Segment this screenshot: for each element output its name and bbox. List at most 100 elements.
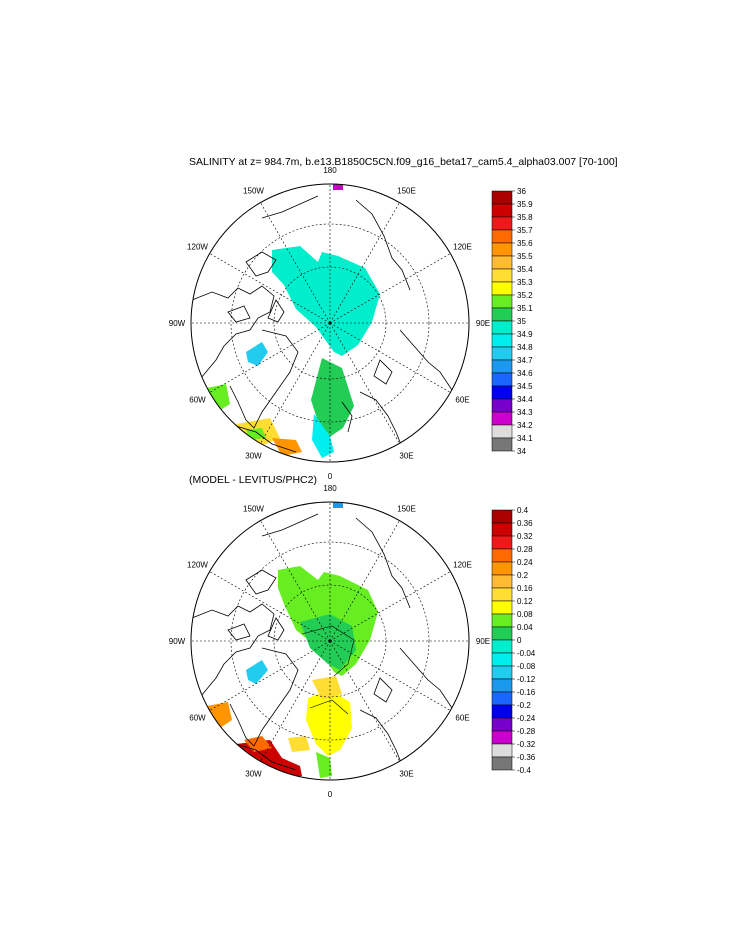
top-meridian-60 <box>329 253 451 324</box>
top-lon-label: 90W <box>169 319 186 328</box>
bottom-colorbar-swatch <box>491 535 513 550</box>
bottom-lon-label: 150E <box>397 505 416 514</box>
bottom-colorbar-label: -0.16 <box>517 688 536 697</box>
top-lon-label: 30W <box>245 452 262 461</box>
atlantic-orange-field <box>272 438 302 456</box>
top-longitude-labels: 180 150E 120E 90E 60E 30E 0 30W 60W 90W 120W 150W <box>169 166 490 481</box>
top-colorbar-label: 34.3 <box>517 408 533 417</box>
top-colorbar-label: 35.4 <box>517 265 533 274</box>
bottom-meridian-300 <box>209 571 331 642</box>
top-colorbar-swatch <box>491 190 513 205</box>
bottom-lon-label: 0 <box>328 790 333 799</box>
bottom-colorbar-swatch <box>491 574 513 589</box>
top-colorbar-label: 35.3 <box>517 278 533 287</box>
top-colorbar-swatch <box>491 268 513 283</box>
fram-greenland-field <box>311 358 354 436</box>
baffin-bay-field <box>246 342 268 366</box>
top-lon-label: 60W <box>189 396 206 405</box>
top-colorbar-swatch <box>491 372 513 387</box>
bottom-lon-label: 30W <box>245 770 262 779</box>
fram-greenland-diff <box>306 690 352 756</box>
difference-map: 180 150E 120E 90E 60E 30E 0 30W 60W 90W 120W 150W 0… <box>169 484 536 799</box>
bottom-meridian-30 <box>329 520 400 642</box>
bottom-meridian-240 <box>209 640 331 711</box>
bottom-colorbar-label: 0.12 <box>517 597 533 606</box>
top-colorbar-swatch <box>491 437 513 452</box>
top-colorbar-swatch <box>491 203 513 218</box>
top-colorbar-label: 35.8 <box>517 213 533 222</box>
bottom-longitude-labels: 180 150E 120E 90E 60E 30E 0 30W 60W 90W 120W 150W <box>169 484 490 799</box>
bottom-colorbar-swatch <box>491 626 513 641</box>
top-colorbar-label: 34.1 <box>517 434 533 443</box>
top-meridian-330 <box>260 202 331 324</box>
bottom-map-boundary <box>190 501 470 781</box>
top-colorbar-swatch <box>491 359 513 374</box>
top-meridian-30 <box>329 202 400 324</box>
top-colorbar-swatch <box>491 307 513 322</box>
top-colorbar-label: 34.2 <box>517 421 533 430</box>
bottom-lon-label: 30E <box>399 770 413 779</box>
east-greenland-diff <box>316 752 332 778</box>
top-colorbar-swatch <box>491 255 513 270</box>
top-lon-label: 120E <box>453 243 472 252</box>
bottom-colorbar: 0.4 0.36 0.32 0.28 0.24 0.2 0.16 0.12 0.08 0.04 0 -… <box>491 506 536 775</box>
top-colorbar-swatch <box>491 320 513 335</box>
bottom-colorbar-swatch <box>491 561 513 576</box>
top-lon-label: 180 <box>323 166 337 175</box>
top-colorbar-label: 35.1 <box>517 304 533 313</box>
top-colorbar-label: 35.7 <box>517 226 533 235</box>
bottom-colorbar-label: -0.08 <box>517 662 536 671</box>
top-meridian-120 <box>329 322 451 393</box>
top-lon-label: 90E <box>476 319 490 328</box>
top-colorbar-swatch <box>491 216 513 231</box>
bottom-meridian-120 <box>329 640 451 711</box>
bottom-colorbar-label: 0.28 <box>517 545 533 554</box>
top-colorbar-label: 34.5 <box>517 382 533 391</box>
top-colorbar-label: 34 <box>517 447 526 456</box>
bottom-colorbar-label: -0.28 <box>517 727 536 736</box>
bottom-colorbar-label: 0.08 <box>517 610 533 619</box>
top-colorbar-label: 36 <box>517 187 526 196</box>
bottom-colorbar-label: -0.32 <box>517 740 536 749</box>
bottom-colorbar-swatch <box>491 600 513 615</box>
salinity-map: 180 150E 120E 90E 60E 30E 0 30W 60W 90W 120W 150W 3… <box>169 166 533 481</box>
bottom-colorbar-swatch <box>491 639 513 654</box>
top-meridian-150 <box>329 322 400 444</box>
bottom-colorbar-swatch <box>491 665 513 680</box>
top-colorbar-swatch <box>491 333 513 348</box>
top-map-boundary <box>190 183 470 463</box>
bottom-lon-label: 120W <box>187 561 208 570</box>
top-colorbar-swatch <box>491 346 513 361</box>
central-arctic-field <box>272 246 380 356</box>
top-lon-label: 60E <box>455 396 469 405</box>
top-lon-label: 150W <box>243 187 264 196</box>
bottom-colorbar-label: -0.2 <box>517 701 531 710</box>
top-lon-label: 120W <box>187 243 208 252</box>
bottom-colorbar-label: 0.24 <box>517 558 533 567</box>
top-colorbar: 36 35.9 35.8 35.7 35.6 35.5 35.4 35.3 35.2 35.1 35… <box>491 187 533 456</box>
top-colorbar-label: 35.9 <box>517 200 533 209</box>
bottom-colorbar-swatch <box>491 678 513 693</box>
top-colorbar-swatch <box>491 411 513 426</box>
bottom-lon-label: 60E <box>455 714 469 723</box>
top-colorbar-label: 35.6 <box>517 239 533 248</box>
top-colorbar-label: 34.6 <box>517 369 533 378</box>
bottom-colorbar-label: 0 <box>517 636 522 645</box>
top-colorbar-label: 34.9 <box>517 330 533 339</box>
bottom-lon-label: 150W <box>243 505 264 514</box>
top-colorbar-label: 34.7 <box>517 356 533 365</box>
bottom-colorbar-label: 0.16 <box>517 584 533 593</box>
bottom-colorbar-swatch <box>491 691 513 706</box>
arctic-inner-diff <box>300 614 356 670</box>
bottom-lon-label: 60W <box>189 714 206 723</box>
bottom-colorbar-label: -0.36 <box>517 753 536 762</box>
bottom-colorbar-swatch <box>491 548 513 563</box>
bottom-meridian-210 <box>260 640 331 762</box>
bottom-colorbar-swatch <box>491 613 513 628</box>
bottom-colorbar-swatch <box>491 756 513 771</box>
top-meridian-240 <box>209 322 331 393</box>
bottom-colorbar-label: -0.12 <box>517 675 536 684</box>
atlantic-yellow-diff <box>288 736 310 752</box>
bottom-colorbar-swatch <box>491 509 513 524</box>
